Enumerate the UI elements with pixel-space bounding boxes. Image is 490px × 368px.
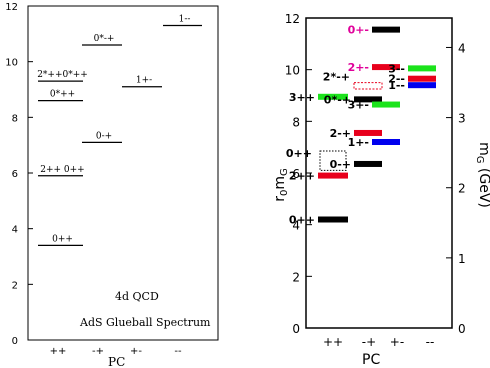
- left-xcat-label: +-: [130, 346, 142, 357]
- right-xcat-label: --: [426, 335, 435, 349]
- right-xcat-label: ++: [323, 335, 343, 349]
- right-level-bar: [408, 82, 436, 89]
- right-y2-axis-label: mG (GeV): [474, 142, 490, 208]
- right-ytick-label: 2: [292, 270, 300, 284]
- left-xcat-label: -+: [92, 346, 104, 357]
- right-level-box: [319, 150, 347, 171]
- right-level-bar: [318, 216, 348, 223]
- right-ytick-label: 8: [292, 115, 300, 129]
- right-level-label: 2+-: [348, 61, 369, 74]
- right-level-bar: [372, 139, 400, 145]
- right-x-categories: ++ -+ +- --: [323, 335, 434, 349]
- right-y2tick-label: 3: [458, 112, 466, 126]
- left-ytick-label: 2: [12, 280, 18, 291]
- left-ytick-label: 12: [5, 2, 18, 13]
- right-y2tick-label: 2: [458, 182, 466, 196]
- left-xcat-label: --: [174, 346, 182, 357]
- right-y2tick-label: 4: [458, 41, 466, 55]
- left-chart-panel: 0 2 4 6 8 10 12 0++ 2++ 0++ 0*++ 2*++0*++ 0-+ 0*-+ 1…: [5, 2, 219, 368]
- right-level-label: 2--: [388, 73, 405, 86]
- right-y-axis: 0 2 4 6 8 10 12: [285, 12, 312, 336]
- right-level-bar: [408, 75, 436, 82]
- right-level-label: 3++: [289, 91, 315, 104]
- left-level-label: 2++ 0++: [40, 165, 84, 175]
- right-x-axis-label: PC: [362, 352, 380, 368]
- left-annotation-1: 4d QCD: [115, 290, 159, 303]
- right-ytick-label: 0: [292, 322, 300, 336]
- right-level-label: 3--: [388, 62, 405, 75]
- left-annotation-2: AdS Glueball Spectrum: [79, 316, 211, 329]
- right-level-label: 2*-+: [323, 71, 350, 84]
- left-level-label: 2*++0*++: [37, 70, 88, 80]
- right-level-bar: [354, 96, 382, 103]
- right-secondary-y-axis: 0 1 2 3 4: [446, 41, 466, 336]
- right-level-label: 3+-: [348, 99, 369, 112]
- right-level-label: 0-+: [330, 158, 351, 171]
- right-ytick-label: 6: [292, 167, 300, 181]
- right-level-bar: [354, 160, 382, 167]
- left-level-lines: 0++ 2++ 0++ 0*++ 2*++0*++ 0-+ 0*-+ 1+- 1--: [37, 14, 202, 247]
- left-level-label: 0*++: [50, 90, 75, 100]
- left-ytick-label: 0: [12, 336, 18, 347]
- left-ytick-label: 8: [12, 113, 18, 124]
- left-x-categories: ++ -+ +- --: [50, 346, 182, 357]
- right-level-label: 1--: [388, 79, 405, 92]
- right-level-bar: [372, 64, 400, 71]
- right-level-bar: [408, 65, 436, 72]
- right-level-label: 0+-: [348, 24, 369, 37]
- right-level-bars: 0++ 2++ 0++ 3++ 0-+ 2-+ 0*-+ 2*-+ 1+- 3+- 2+- 0+- 1-…: [286, 24, 436, 227]
- right-level-label: 0++: [289, 214, 315, 227]
- right-level-label: 1+-: [348, 136, 369, 149]
- right-level-box: [353, 82, 383, 90]
- right-level-bar: [354, 129, 382, 136]
- left-ytick-label: 4: [12, 225, 18, 236]
- right-xcat-label: -+: [362, 335, 376, 349]
- right-ytick-label: 12: [285, 12, 300, 26]
- right-level-label: 2++: [289, 170, 315, 183]
- right-level-bar: [318, 172, 348, 179]
- right-xcat-label: +-: [390, 335, 404, 349]
- right-y2tick-label: 0: [458, 322, 466, 336]
- left-level-label: 1--: [179, 14, 191, 24]
- left-ytick-label: 10: [5, 58, 18, 69]
- left-level-label: 0*-+: [94, 34, 115, 44]
- left-level-label: 0-+: [96, 131, 112, 141]
- right-level-label: 0*-+: [324, 93, 351, 106]
- right-level-label: 0++: [286, 147, 312, 160]
- left-level-label: 0++: [52, 234, 73, 244]
- left-level-label: 1+-: [136, 76, 152, 86]
- right-y2tick-label: 1: [458, 252, 466, 266]
- left-xcat-label: ++: [50, 346, 67, 357]
- right-ytick-label: 10: [285, 64, 300, 78]
- right-level-bar: [372, 101, 400, 108]
- right-level-bar: [372, 26, 400, 33]
- right-y-axis-label: r0mG: [272, 168, 290, 202]
- right-level-label: 2-+: [330, 127, 351, 140]
- left-y-axis: 0 2 4 6 8 10 12: [5, 2, 33, 347]
- right-ytick-label: 4: [292, 219, 300, 233]
- right-level-bar: [318, 93, 348, 100]
- left-x-axis-label: PC: [108, 355, 125, 368]
- left-ytick-label: 6: [12, 169, 18, 180]
